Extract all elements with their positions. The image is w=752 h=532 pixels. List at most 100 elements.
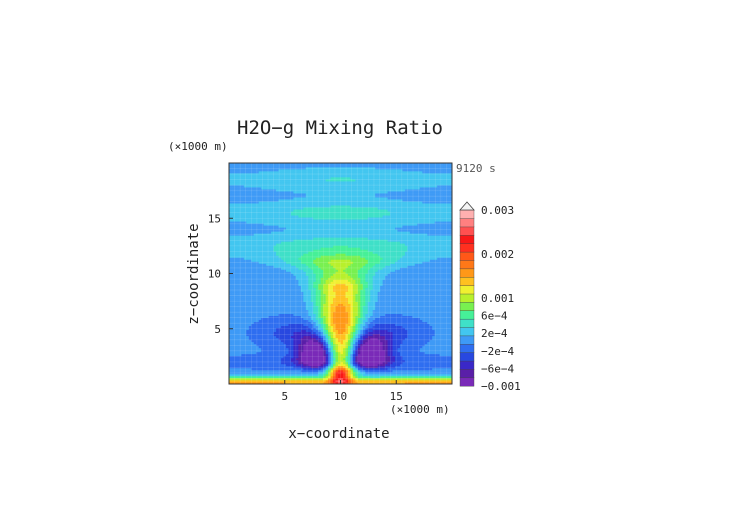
heatmap-cell [350,311,354,314]
heatmap-cell [345,337,349,341]
heatmap-cell [283,341,287,345]
heatmap-cell [442,321,445,325]
heatmap-cell [320,367,324,371]
heatmap-cell [399,345,403,349]
heatmap-cell [295,339,299,343]
heatmap-cell [288,293,292,296]
heatmap-cell [310,293,314,296]
heatmap-cell [432,303,435,306]
heatmap-cell [407,377,411,381]
heatmap-cell [382,339,386,343]
heatmap-cell [298,365,302,369]
heatmap-cell [276,353,279,357]
heatmap-cell [407,319,411,323]
heatmap-cell [268,291,272,294]
heatmap-cell [355,287,359,290]
heatmap-cell [372,315,376,318]
heatmap-cell [340,333,344,337]
heatmap-cell [318,297,321,300]
heatmap-cell [293,335,297,339]
heatmap-cell [318,313,321,316]
heatmap-cell [303,301,307,304]
heatmap-cell [278,293,282,296]
heatmap-cell [238,373,242,377]
heatmap-cell [385,337,388,341]
heatmap-cell [345,325,349,329]
heatmap-cell [325,345,329,349]
heatmap-cell [243,357,247,361]
heatmap-cell [248,341,252,345]
heatmap-cell [229,367,232,371]
heatmap-cell [298,335,302,339]
heatmap-cell [392,291,396,294]
heatmap-cell [295,323,299,327]
heatmap-cell [392,321,396,325]
heatmap-cell [290,311,294,314]
heatmap-cell [248,327,252,331]
heatmap-cell [360,361,364,365]
heatmap-cell [442,291,445,294]
heatmap-cell [313,299,317,302]
heatmap-cell [407,339,411,343]
heatmap-cell [323,349,326,353]
heatmap-cell [399,359,403,363]
heatmap-cell [310,277,314,280]
heatmap-cell [298,359,302,363]
heatmap-cell [419,373,423,377]
heatmap-cell [409,291,413,294]
heatmap-cell [268,319,272,323]
heatmap-cell [390,349,393,353]
heatmap-cell [372,291,376,294]
heatmap-cell [380,307,383,310]
heatmap-cell [330,355,334,359]
heatmap-cell [427,353,430,357]
heatmap-cell [419,277,423,280]
heatmap-cell [251,327,255,331]
heatmap-cell [372,331,376,335]
heatmap-cell [407,353,411,357]
heatmap-cell [266,321,269,325]
heatmap-cell [305,369,309,373]
heatmap-cell [281,313,284,316]
heatmap-cell [338,365,341,369]
heatmap-cell [241,335,245,339]
heatmap-cell [360,307,364,310]
heatmap-cell [382,351,386,355]
heatmap-cell [305,345,309,349]
heatmap-cell [330,329,334,333]
heatmap-cell [320,307,324,310]
heatmap-cell [295,311,299,314]
heatmap-cell [300,295,304,298]
heatmap-cell [442,283,445,286]
heatmap-cell [236,307,240,310]
heatmap-cell [300,331,304,335]
heatmap-cell [285,357,289,361]
heatmap-cell [372,335,376,339]
heatmap-cell [283,375,287,379]
heatmap-cell [375,351,378,355]
heatmap-cell [449,349,452,353]
heatmap-cell [370,299,374,302]
heatmap-cell [303,369,307,373]
heatmap-cell [342,345,346,349]
heatmap-cell [335,341,339,345]
heatmap-cell [293,283,297,286]
heatmap-cell [229,359,232,363]
heatmap-cell [318,285,321,288]
heatmap-cell [333,313,336,316]
heatmap-cell [380,335,383,339]
heatmap-cell [404,307,408,310]
heatmap-cell [402,351,406,355]
heatmap-cell [271,315,274,318]
heatmap-cell [256,321,260,325]
heatmap-cell [278,279,282,282]
heatmap-cell [276,339,279,343]
heatmap-cell [407,349,411,353]
heatmap-cell [380,333,383,337]
heatmap-cell [273,287,277,290]
heatmap-cell [295,341,299,345]
heatmap-cell [437,319,440,323]
heatmap-cell [355,279,359,282]
heatmap-cell [256,303,260,306]
heatmap-cell [293,377,297,381]
